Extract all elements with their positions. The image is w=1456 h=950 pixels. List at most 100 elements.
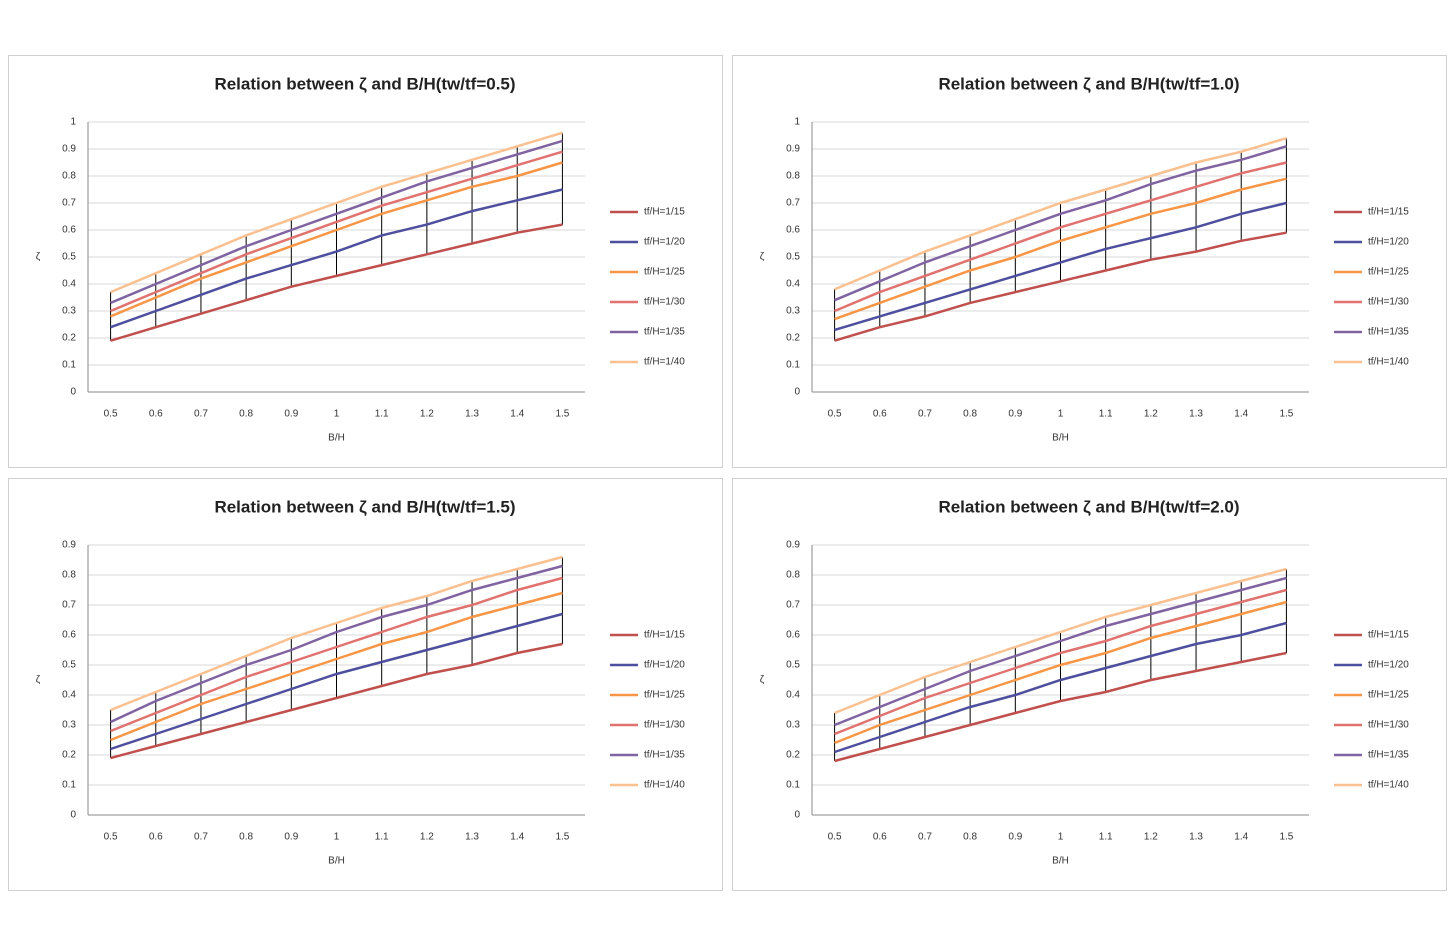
chart-panel: Relation between ζ and B/H(tw/tf=0.5) 0 0.… [8,55,723,468]
chart-title: Relation between ζ and B/H(tw/tf=1.0) [938,74,1239,93]
series-line [834,231,1287,342]
x-tick-label: 0.9 [1008,832,1022,843]
y-tick-label: 0.3 [62,306,76,317]
y-tick-label: 0.3 [62,720,76,731]
chart-title: Relation between ζ and B/H(tw/tf=2.0) [938,497,1239,516]
series-line [110,131,563,294]
legend-label: tf/H=1/15 [1368,207,1409,218]
x-tick-label: 1 [1058,832,1064,843]
legend-label: tf/H=1/30 [644,720,685,731]
series-line [834,177,1287,321]
series-line [110,612,563,751]
y-tick-label: 0.6 [786,630,800,641]
y-tick-label: 0.1 [62,360,76,371]
y-tick-label: 0 [70,810,76,821]
series-line [834,600,1287,745]
y-tick-label: 0.5 [786,252,800,263]
y-tick-label: 0.2 [62,333,76,344]
x-tick-label: 1.1 [1099,832,1113,843]
y-tick-label: 0.8 [786,171,800,182]
y-tick-label: 0.2 [62,750,76,761]
legend-label: tf/H=1/25 [644,690,685,701]
y-tick-label: 0.5 [786,660,800,671]
chart-title: Relation between ζ and B/H(tw/tf=0.5) [214,74,515,93]
y-tick-label: 0.1 [786,360,800,371]
series-line [110,591,563,742]
y-tick-label: 0.5 [62,660,76,671]
series-line [110,150,563,313]
x-tick-label: 1.1 [375,409,389,420]
x-tick-label: 0.7 [194,409,208,420]
legend-label: tf/H=1/35 [1368,750,1409,761]
x-tick-label: 1 [334,832,340,843]
legend-label: tf/H=1/15 [644,630,685,641]
y-tick-label: 0.2 [786,750,800,761]
x-tick-label: 1.5 [555,832,569,843]
y-tick-label: 0.5 [62,252,76,263]
x-tick-label: 0.5 [104,832,118,843]
chart-panel: Relation between ζ and B/H(tw/tf=1.5) 0 0.… [8,478,723,891]
series-line [110,139,563,305]
x-tick-label: 0.6 [149,409,163,420]
legend-label: tf/H=1/15 [1368,630,1409,641]
legend-label: tf/H=1/20 [1368,237,1409,248]
x-tick-label: 1.4 [510,409,524,420]
y-axis-label: ζ [760,252,765,263]
legend-label: tf/H=1/20 [644,237,685,248]
legend-label: tf/H=1/15 [644,207,685,218]
y-tick-label: 0.4 [786,690,800,701]
y-tick-label: 0.6 [62,630,76,641]
series-line [110,642,563,760]
legend-label: tf/H=1/25 [1368,267,1409,278]
y-tick-label: 0.9 [62,144,76,155]
legend-label: tf/H=1/20 [1368,660,1409,671]
y-tick-label: 0.7 [62,198,76,209]
x-tick-label: 1.4 [1234,409,1248,420]
x-axis-label: B/H [1052,856,1069,867]
x-tick-label: 1.1 [1099,409,1113,420]
chart-panel: Relation between ζ and B/H(tw/tf=2.0) 0 0.… [732,478,1447,891]
x-tick-label: 1 [1058,409,1064,420]
panel-frame [8,478,723,891]
legend-label: tf/H=1/40 [1368,357,1409,368]
legend-label: tf/H=1/35 [644,327,685,338]
y-tick-label: 0 [70,387,76,398]
x-tick-label: 0.9 [284,409,298,420]
y-tick-label: 1 [70,117,76,128]
y-tick-label: 0.9 [786,540,800,551]
legend-label: tf/H=1/30 [1368,720,1409,731]
series-line [834,588,1287,736]
x-tick-label: 0.8 [239,409,253,420]
series-line [834,576,1287,727]
legend-label: tf/H=1/30 [644,297,685,308]
series-line [834,161,1287,313]
x-tick-label: 0.8 [239,832,253,843]
chart-title: Relation between ζ and B/H(tw/tf=1.5) [214,497,515,516]
x-tick-label: 0.5 [828,832,842,843]
y-tick-label: 0.8 [62,570,76,581]
series-line [834,137,1287,291]
y-tick-label: 0.7 [786,600,800,611]
y-tick-label: 1 [794,117,800,128]
x-tick-label: 1.1 [375,832,389,843]
y-tick-label: 0 [794,810,800,821]
y-tick-label: 0.9 [62,540,76,551]
x-tick-label: 0.7 [918,409,932,420]
y-tick-label: 0.9 [786,144,800,155]
series-line [834,651,1287,763]
y-tick-label: 0.4 [62,279,76,290]
y-tick-label: 0.2 [786,333,800,344]
x-tick-label: 1.3 [465,832,479,843]
series-line [834,621,1287,754]
x-tick-label: 1.2 [420,832,434,843]
panel-frame [732,55,1447,468]
x-tick-label: 1.5 [1279,832,1293,843]
y-tick-label: 0 [794,387,800,398]
x-tick-label: 0.7 [194,832,208,843]
legend-label: tf/H=1/40 [644,780,685,791]
x-tick-label: 0.8 [963,832,977,843]
y-axis-label: ζ [36,252,41,263]
y-tick-label: 0.3 [786,306,800,317]
